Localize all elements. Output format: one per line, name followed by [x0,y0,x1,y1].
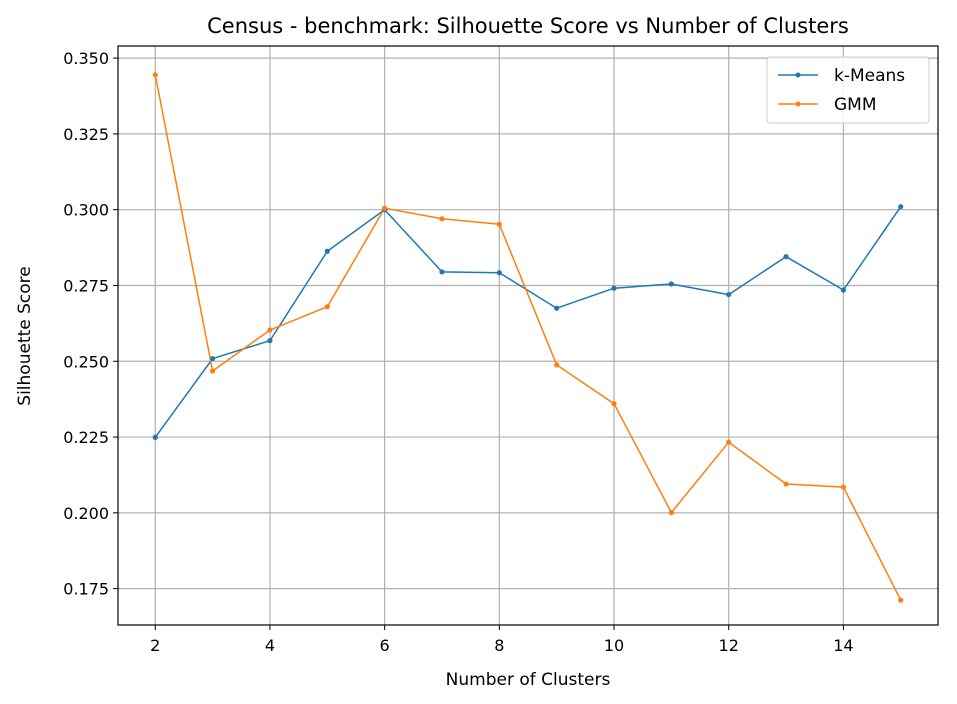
data-point [898,204,904,210]
data-point [554,305,560,311]
y-axis-ticks: 0.175 0.200 0.225 0.250 0.275 0.300 0.325 0.350 [63,49,118,599]
data-point [898,597,904,603]
y-tick-label: 0.200 [63,504,109,523]
data-point [668,509,674,516]
x-tick-label: 8 [494,636,504,655]
y-tick-label: 0.300 [63,201,109,220]
x-tick-label: 14 [833,636,853,655]
data-point [210,368,216,374]
data-point [210,355,216,362]
data-point [382,205,388,211]
legend-box [766,56,930,124]
data-point [267,327,273,333]
data-point [783,254,789,260]
data-point [496,221,502,227]
series-lines [154,74,902,601]
data-point [496,270,502,276]
x-tick-label: 4 [265,636,275,655]
data-point [439,216,445,222]
x-tick-label: 12 [719,636,739,655]
legend-marker-gmm [795,101,801,107]
data-point [840,484,846,490]
data-point [726,439,732,445]
series-line-0 [154,206,902,438]
data-point [783,481,789,487]
y-tick-label: 0.350 [63,49,109,68]
data-point [267,338,273,344]
y-tick-label: 0.325 [63,125,109,144]
series-line-1 [154,74,902,601]
x-tick-label: 10 [604,636,624,655]
data-point [152,72,158,78]
series-points [152,72,904,603]
x-tick-label: 2 [150,636,160,655]
data-point [668,281,674,287]
y-tick-label: 0.225 [63,428,109,447]
chart-title: Census - benchmark: Silhouette Score vs … [207,14,849,38]
y-axis-label: Silhouette Score [15,266,35,405]
data-point [840,287,846,293]
data-point [324,248,330,254]
grid-lines [118,46,938,625]
y-tick-label: 0.250 [63,352,109,371]
x-axis-ticks: 2 4 6 8 10 12 14 [150,625,854,655]
y-tick-label: 0.275 [63,276,109,295]
data-point [554,362,560,368]
data-point [611,401,617,407]
data-point [439,269,445,275]
data-point [152,434,158,440]
legend-label-kmeans: k-Means [834,66,905,86]
plot-frame [117,45,939,626]
legend: k-Means GMM [766,56,930,124]
data-point [611,285,617,291]
x-axis-label: Number of Clusters [446,670,611,690]
legend-label-gmm: GMM [834,95,877,115]
x-tick-label: 6 [380,636,390,655]
y-tick-label: 0.175 [63,580,109,599]
legend-marker-kmeans [795,72,801,78]
data-point [324,304,330,310]
data-point [726,291,732,298]
